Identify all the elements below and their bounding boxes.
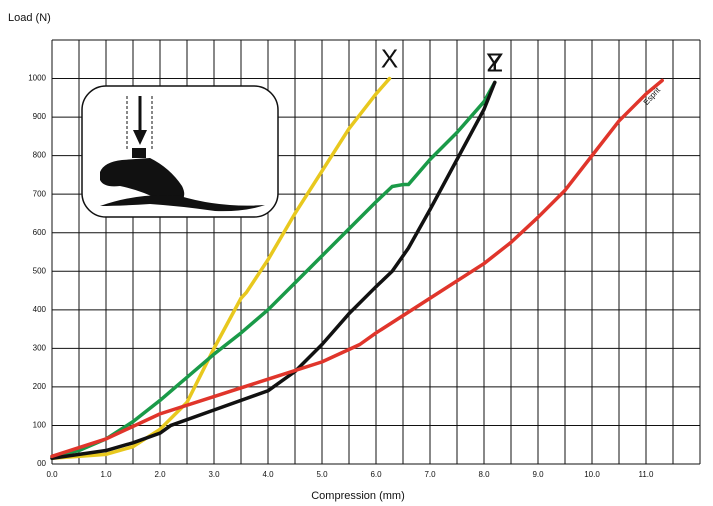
- y-tick-label: 600: [33, 228, 47, 237]
- y-tick-label: 900: [33, 112, 47, 121]
- y-axis-title: Load (N): [8, 12, 51, 24]
- x-tick-label: 2.0: [154, 470, 166, 479]
- x-tick-label: 1.0: [100, 470, 112, 479]
- x-tick-label: 11.0: [639, 470, 655, 479]
- x-tick-label: 10.0: [584, 470, 600, 479]
- y-tick-label: 00: [37, 459, 46, 468]
- x-tick-label: 6.0: [370, 470, 382, 479]
- x-tick-label: 0.0: [46, 470, 58, 479]
- y-tick-label: 800: [33, 151, 47, 160]
- y-tick-label: 400: [33, 305, 47, 314]
- series-label: Esprit: [642, 85, 663, 107]
- x-tick-label: 8.0: [478, 470, 490, 479]
- series-label: X: [381, 43, 398, 73]
- x-tick-label: 5.0: [316, 470, 328, 479]
- y-tick-label: 1000: [28, 74, 46, 83]
- inset-foot: [132, 148, 146, 158]
- x-axis-title: Compression (mm): [311, 490, 405, 502]
- chart: Load (N) Compression (mm) 0.0 1.0 2.0 3.0 4.…: [0, 0, 713, 506]
- series-label: Z: [487, 47, 503, 77]
- y-tick-label: 100: [33, 421, 47, 430]
- y-tick-label: 500: [33, 266, 47, 275]
- x-tick-label: 4.0: [262, 470, 274, 479]
- inset-illustration: [82, 86, 278, 217]
- y-tick-label: 300: [33, 343, 47, 352]
- x-tick-label: 7.0: [424, 470, 436, 479]
- y-tick-label: 700: [33, 189, 47, 198]
- x-tick-label: 9.0: [532, 470, 544, 479]
- x-tick-label: 3.0: [208, 470, 220, 479]
- y-tick-label: 200: [33, 382, 47, 391]
